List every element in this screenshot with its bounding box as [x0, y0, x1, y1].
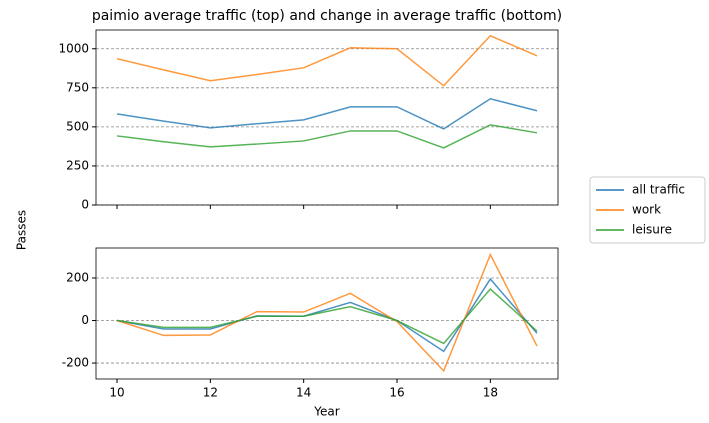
y-tick-label: -200 — [62, 356, 89, 370]
line-series — [116, 124, 538, 149]
y-tick-label: 750 — [66, 80, 89, 94]
chart-title: paimio average traffic (top) and change … — [92, 8, 562, 24]
legend-label: all traffic — [632, 183, 685, 197]
legend-box — [589, 176, 706, 244]
line-series — [116, 277, 538, 353]
line-series — [116, 287, 538, 345]
x-tick-label: 10 — [109, 386, 124, 400]
x-tick-label: 18 — [483, 386, 498, 400]
x-axis-label: Year — [313, 405, 339, 419]
y-tick-label: 0 — [81, 313, 89, 327]
plot-frame — [95, 29, 559, 206]
y-tick-label: 0 — [81, 198, 89, 212]
y-axis-label: Passes — [15, 210, 29, 250]
y-tick-label: 1000 — [58, 41, 89, 55]
x-tick-label: 16 — [389, 386, 404, 400]
y-tick-label: 250 — [66, 158, 89, 172]
legend-label: work — [632, 203, 661, 217]
y-tick-label: 500 — [66, 119, 89, 133]
legend-label: leisure — [632, 223, 672, 237]
line-series — [116, 34, 538, 87]
line-series — [116, 97, 538, 130]
line-series — [116, 252, 538, 373]
x-tick-label: 12 — [203, 386, 218, 400]
y-tick-label: 200 — [66, 270, 89, 284]
x-tick-label: 14 — [296, 386, 311, 400]
plot-frame — [95, 247, 559, 380]
